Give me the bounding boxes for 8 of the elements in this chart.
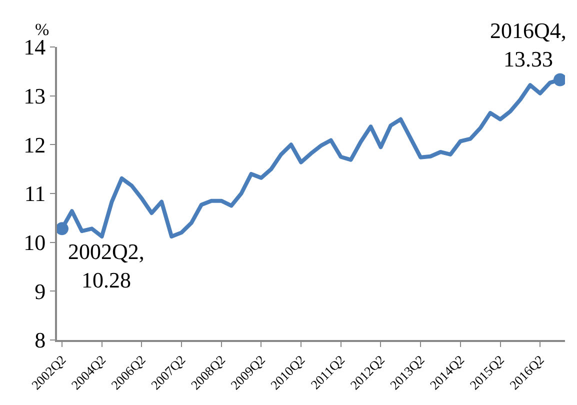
y-tick-label: 10 xyxy=(24,230,46,256)
annotation: 2002Q2, 10.28 xyxy=(68,239,144,293)
y-tick-label: 11 xyxy=(24,181,46,206)
y-tick-label: 8 xyxy=(34,328,46,353)
y-tick-label: 13 xyxy=(24,84,46,109)
annotation: 2016Q4, 13.33 xyxy=(490,18,566,72)
y-tick-label: 12 xyxy=(24,132,46,158)
y-tick-label: 9 xyxy=(34,278,46,304)
